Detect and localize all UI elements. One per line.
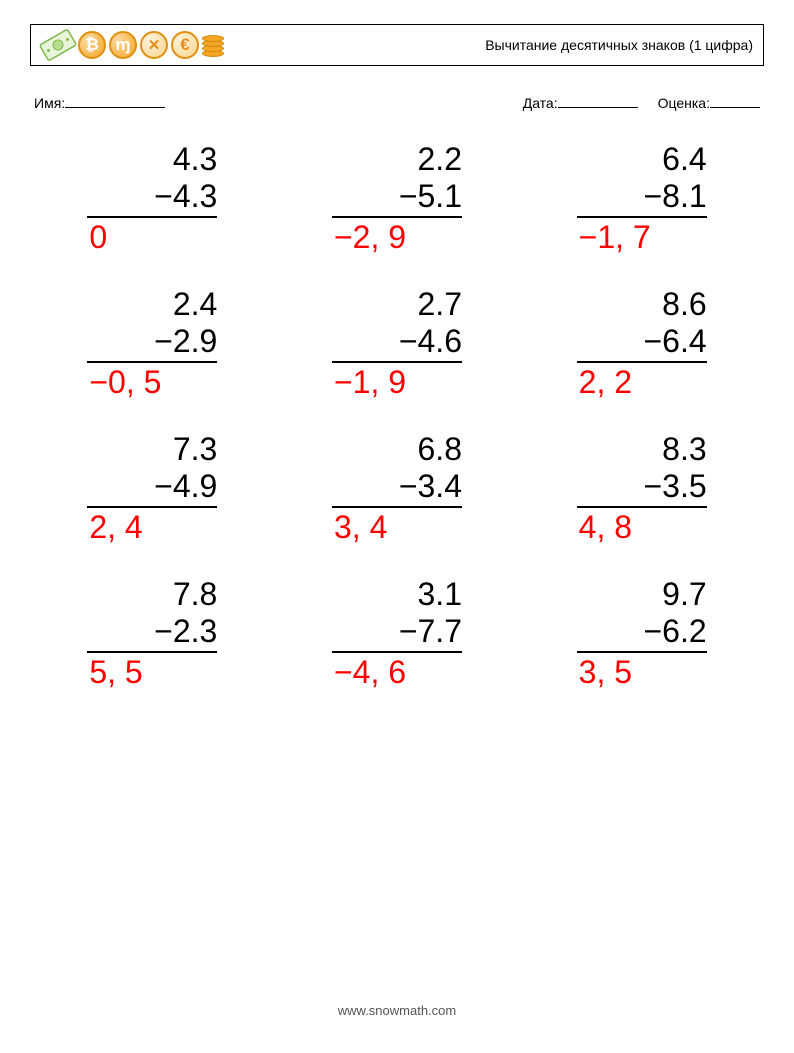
minuend: 7.8 [87, 576, 217, 613]
answer: 3, 5 [577, 653, 707, 691]
answer: 2, 2 [577, 363, 707, 401]
bitcoin-icon: ₿ [78, 31, 106, 59]
minuend: 6.8 [332, 431, 462, 468]
monero-icon: ɱ [109, 31, 137, 59]
money-note-icon [38, 28, 77, 62]
name-line [65, 94, 165, 108]
subtrahend: −4.9 [87, 468, 217, 508]
subtrahend: −7.7 [332, 613, 462, 653]
minuend: 2.4 [87, 286, 217, 323]
subtrahend: −6.4 [577, 323, 707, 363]
answer: −0, 5 [87, 363, 217, 401]
subtrahend: −2.3 [87, 613, 217, 653]
subtrahend: −3.4 [332, 468, 462, 508]
problem: 8.3 −3.5 4, 8 [539, 431, 744, 546]
minuend: 2.7 [332, 286, 462, 323]
subtrahend: −4.3 [87, 178, 217, 218]
answer: 3, 4 [332, 508, 462, 546]
euro-icon: € [171, 31, 199, 59]
problem: 3.1 −7.7 −4, 6 [295, 576, 500, 691]
problem: 7.8 −2.3 5, 5 [50, 576, 255, 691]
minuend: 4.3 [87, 141, 217, 178]
problem: 6.8 −3.4 3, 4 [295, 431, 500, 546]
problem: 2.2 −5.1 −2, 9 [295, 141, 500, 256]
minuend: 7.3 [87, 431, 217, 468]
minuend: 9.7 [577, 576, 707, 613]
problem: 4.3 −4.3 0 [50, 141, 255, 256]
subtrahend: −3.5 [577, 468, 707, 508]
minuend: 2.2 [332, 141, 462, 178]
name-label: Имя: [34, 95, 65, 111]
minuend: 8.3 [577, 431, 707, 468]
coin-stack-icon [202, 33, 224, 57]
grade-field: Оценка: [658, 94, 760, 111]
answer: −4, 6 [332, 653, 462, 691]
subtrahend: −6.2 [577, 613, 707, 653]
answer: −1, 7 [577, 218, 707, 256]
answer: −1, 9 [332, 363, 462, 401]
footer-url: www.snowmath.com [338, 1003, 456, 1018]
date-line [558, 94, 638, 108]
answer: 2, 4 [87, 508, 217, 546]
problem: 2.7 −4.6 −1, 9 [295, 286, 500, 401]
footer: www.snowmath.com [0, 1003, 794, 1018]
date-field: Дата: [523, 94, 638, 111]
subtrahend: −4.6 [332, 323, 462, 363]
worksheet-title: Вычитание десятичных знаков (1 цифра) [485, 37, 753, 53]
problem: 2.4 −2.9 −0, 5 [50, 286, 255, 401]
answer: 4, 8 [577, 508, 707, 546]
problem: 6.4 −8.1 −1, 7 [539, 141, 744, 256]
minuend: 3.1 [332, 576, 462, 613]
problem: 9.7 −6.2 3, 5 [539, 576, 744, 691]
problem: 7.3 −4.9 2, 4 [50, 431, 255, 546]
problems-grid: 4.3 −4.3 0 2.2 −5.1 −2, 9 6.4 −8.1 −1, 7… [30, 141, 764, 691]
name-field: Имя: [34, 94, 165, 111]
minuend: 8.6 [577, 286, 707, 323]
answer: 5, 5 [87, 653, 217, 691]
header-icons: ₿ ɱ ✕ € [41, 31, 224, 59]
info-row: Имя: Дата: Оценка: [30, 94, 764, 111]
grade-label: Оценка: [658, 95, 710, 111]
date-label: Дата: [523, 95, 558, 111]
grade-line [710, 94, 760, 108]
header-box: ₿ ɱ ✕ € Вычитание десятичных знаков (1 ц… [30, 24, 764, 66]
subtrahend: −5.1 [332, 178, 462, 218]
minuend: 6.4 [577, 141, 707, 178]
answer: −2, 9 [332, 218, 462, 256]
subtrahend: −2.9 [87, 323, 217, 363]
problem: 8.6 −6.4 2, 2 [539, 286, 744, 401]
ripple-icon: ✕ [140, 31, 168, 59]
subtrahend: −8.1 [577, 178, 707, 218]
answer: 0 [87, 218, 217, 256]
